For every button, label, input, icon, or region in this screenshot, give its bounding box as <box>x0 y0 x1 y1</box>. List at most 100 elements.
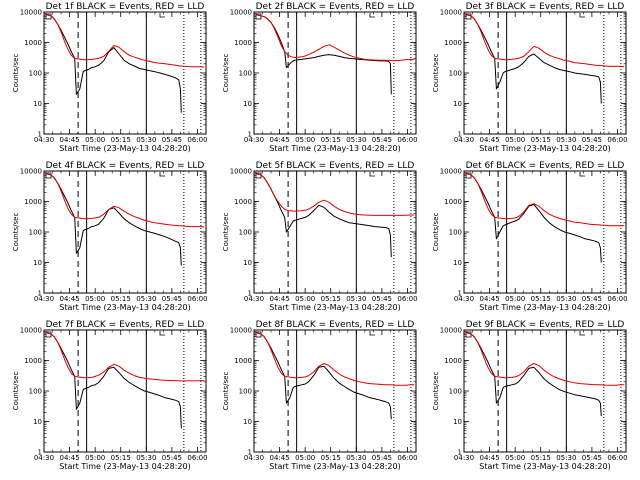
x-tick-label: 06:00 <box>607 295 627 303</box>
x-tick-label: 04:30 <box>454 295 474 303</box>
y-axis-label: Counts/sec <box>222 213 230 252</box>
series-line-lld <box>44 173 205 228</box>
x-tick-label: 05:45 <box>582 295 602 303</box>
x-tick-label: 05:00 <box>505 295 525 303</box>
y-tick-label: 1 <box>248 449 252 457</box>
x-tick-label: 06:00 <box>397 454 417 462</box>
x-axis-label: Start Time (23-May-13 04:28:20) <box>269 303 400 312</box>
chart-title: Det 8f BLACK = Events, RED = LLD <box>256 320 415 330</box>
y-tick-label: 1000 <box>234 39 252 47</box>
x-axis-label: Start Time (23-May-13 04:28:20) <box>479 303 610 312</box>
x-tick-label: 05:00 <box>85 454 105 462</box>
x-tick-label: 05:00 <box>295 454 315 462</box>
series-line-events <box>44 173 182 266</box>
plot-frame <box>43 11 207 135</box>
x-tick-label: 05:15 <box>111 295 131 303</box>
x-axis-label: Start Time (23-May-13 04:28:20) <box>59 462 190 471</box>
x-tick-label: 05:30 <box>556 454 576 462</box>
y-tick-label: 1 <box>458 449 462 457</box>
x-tick-label: 05:30 <box>346 454 366 462</box>
series-line-lld <box>464 173 625 227</box>
x-tick-label: 05:45 <box>372 295 392 303</box>
y-tick-label: 1000 <box>444 357 462 365</box>
x-tick-label: 04:30 <box>34 295 54 303</box>
x-tick-label: 06:00 <box>607 136 627 144</box>
flag-marker <box>159 172 165 177</box>
x-tick-label: 04:45 <box>59 136 79 144</box>
plot-frame <box>43 170 207 294</box>
plot-frame <box>463 170 627 294</box>
y-axis-label: Counts/sec <box>432 372 440 411</box>
x-tick-label: 05:15 <box>531 295 551 303</box>
chart-title: Det 6f BLACK = Events, RED = LLD <box>466 161 625 171</box>
y-tick-label: 10000 <box>230 168 252 176</box>
y-tick-label: 1 <box>38 131 42 139</box>
y-tick-label: 100 <box>239 229 252 237</box>
x-tick-label: 04:45 <box>59 295 79 303</box>
x-tick-label: 04:45 <box>479 136 499 144</box>
y-axis-label: Counts/sec <box>12 54 20 93</box>
x-axis-label: Start Time (23-May-13 04:28:20) <box>479 462 610 471</box>
y-tick-label: 1 <box>248 131 252 139</box>
chart-panel-2: Det 2f BLACK = Events, RED = LLD 1 10 100 10… <box>222 2 418 153</box>
y-tick-label: 10 <box>453 418 462 426</box>
y-tick-label: 100 <box>239 388 252 396</box>
x-tick-label: 05:15 <box>531 136 551 144</box>
x-tick-label: 05:45 <box>162 295 182 303</box>
series-line-lld <box>254 173 415 216</box>
x-tick-label: 05:15 <box>321 295 341 303</box>
chart-title: Det 3f BLACK = Events, RED = LLD <box>466 2 625 12</box>
x-tick-label: 05:30 <box>556 295 576 303</box>
x-axis-label: Start Time (23-May-13 04:28:20) <box>269 144 400 153</box>
x-tick-label: 05:30 <box>136 454 156 462</box>
chart-panel-4: Det 4f BLACK = Events, RED = LLD 1 10 100 10… <box>12 161 208 312</box>
x-tick-label: 05:15 <box>321 136 341 144</box>
y-tick-label: 1 <box>38 449 42 457</box>
y-tick-label: 100 <box>29 229 42 237</box>
y-tick-label: 100 <box>449 70 462 78</box>
x-tick-label: 04:45 <box>479 454 499 462</box>
x-tick-label: 05:45 <box>582 454 602 462</box>
plot-frame <box>253 11 417 135</box>
flag-marker <box>579 172 585 177</box>
y-axis-label: Counts/sec <box>12 213 20 252</box>
y-tick-label: 10000 <box>20 168 42 176</box>
chart-panel-3: Det 3f BLACK = Events, RED = LLD 1 10 100 10… <box>432 2 628 153</box>
flag-marker <box>579 13 585 18</box>
flag-marker <box>159 331 165 336</box>
x-axis-label: Start Time (23-May-13 04:28:20) <box>59 303 190 312</box>
x-tick-label: 06:00 <box>187 136 207 144</box>
x-tick-label: 05:30 <box>556 136 576 144</box>
x-tick-label: 05:15 <box>531 454 551 462</box>
chart-panel-5: Det 5f BLACK = Events, RED = LLD 1 10 100 10… <box>222 161 418 312</box>
series-line-events <box>464 14 602 104</box>
chart-panel-7: Det 7f BLACK = Events, RED = LLD 1 10 100 10… <box>12 320 208 471</box>
y-tick-label: 100 <box>29 70 42 78</box>
y-tick-label: 100 <box>449 388 462 396</box>
y-tick-label: 10 <box>453 100 462 108</box>
y-tick-label: 10000 <box>440 168 462 176</box>
y-tick-label: 10000 <box>230 327 252 335</box>
x-tick-label: 04:45 <box>479 295 499 303</box>
y-tick-label: 10000 <box>230 9 252 17</box>
flag-marker <box>579 331 585 336</box>
y-axis-label: Counts/sec <box>432 54 440 93</box>
y-tick-label: 100 <box>29 388 42 396</box>
y-tick-label: 1000 <box>444 198 462 206</box>
x-tick-label: 06:00 <box>187 295 207 303</box>
x-tick-label: 06:00 <box>397 136 417 144</box>
chart-panel-9: Det 9f BLACK = Events, RED = LLD 1 10 100 10… <box>432 320 628 471</box>
x-tick-label: 05:00 <box>85 136 105 144</box>
x-tick-label: 04:45 <box>59 454 79 462</box>
plot-frame <box>463 329 627 453</box>
x-tick-label: 04:30 <box>244 295 264 303</box>
x-tick-label: 05:45 <box>162 454 182 462</box>
y-tick-label: 1000 <box>24 198 42 206</box>
chart-panel-8: Det 8f BLACK = Events, RED = LLD 1 10 100 10… <box>222 320 418 471</box>
chart-title: Det 7f BLACK = Events, RED = LLD <box>46 320 205 330</box>
y-tick-label: 10 <box>243 100 252 108</box>
x-tick-label: 05:15 <box>321 454 341 462</box>
y-tick-label: 10 <box>243 418 252 426</box>
x-tick-label: 06:00 <box>187 454 207 462</box>
